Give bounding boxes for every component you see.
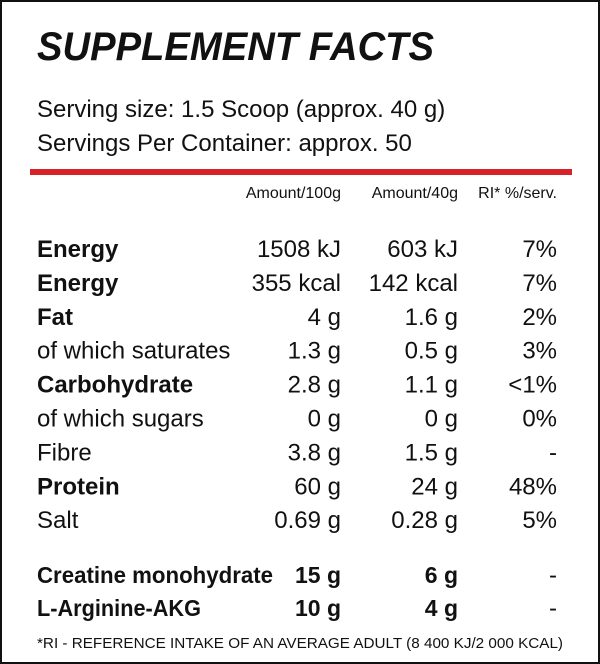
nutrition-rows: Energy 1508 kJ 603 kJ 7% Energy 355 kcal 142 k… [37,236,557,622]
row-value: 0.5 g [405,338,458,365]
row-label: Carbohydrate [37,372,193,399]
extra-value: - [549,562,557,589]
extra-value: 6 g [425,562,458,588]
row-value: 142 kcal [369,270,458,297]
extra-label: Creatine monohydrate [37,562,273,588]
column-header: Amount/100g [246,185,341,202]
row-value: 5% [522,507,557,534]
serving-size: Serving size: 1.5 Scoop (approx. 40 g) [37,96,445,123]
row-label: Energy [37,236,119,263]
row-value: 2% [522,304,557,331]
footnote: *RI - REFERENCE INTAKE OF AN AVERAGE ADU… [37,635,563,652]
column-header: RI* %/serv. [478,185,557,202]
row-value: 0 g [308,406,341,433]
extra-value: 15 g [295,562,341,588]
row-value: 1508 kJ [257,236,341,263]
row-value: - [549,439,557,466]
row-value: 7% [522,270,557,297]
row-value: 60 g [294,473,341,500]
row-value: 0 g [425,406,458,433]
row-value: 355 kcal [252,270,341,297]
row-value: 603 kJ [387,236,458,263]
extra-value: 10 g [295,595,341,621]
row-value: 7% [522,236,557,263]
row-value: 1.1 g [405,372,458,399]
row-label: Fibre [37,439,92,466]
row-value: 4 g [308,304,341,331]
row-value: 2.8 g [288,372,341,399]
row-value: 1.3 g [288,338,341,365]
row-value: 3% [522,338,557,365]
row-label: Energy [37,270,119,297]
row-label: Protein [37,473,120,500]
row-value: 1.5 g [405,439,458,466]
extra-value: - [549,595,557,622]
red-rule [30,169,572,175]
row-value: 0.28 g [391,507,458,534]
extra-label: L-Arginine-AKG [37,595,201,621]
row-label: of which saturates [37,338,230,365]
row-value: 3.8 g [288,439,341,466]
row-label: of which sugars [37,406,204,433]
row-value: 48% [509,473,557,500]
row-value: 1.6 g [405,304,458,331]
row-label: Salt [37,507,79,534]
row-label: Fat [37,304,73,331]
row-value: 24 g [411,473,458,500]
servings-per-container: Servings Per Container: approx. 50 [37,130,412,157]
title: SUPPLEMENT FACTS [37,25,434,69]
column-header: Amount/40g [372,185,458,202]
row-value: <1% [508,372,557,399]
extra-value: 4 g [425,595,458,621]
row-value: 0.69 g [274,507,341,534]
row-value: 0% [522,406,557,433]
